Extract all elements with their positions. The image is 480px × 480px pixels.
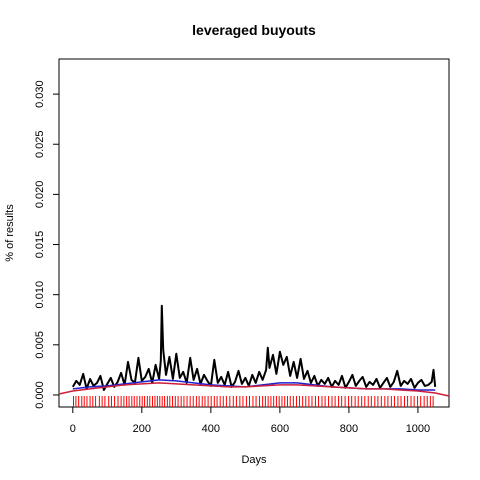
y-tick-label: 0.025 [34, 130, 46, 158]
x-tick-label: 600 [271, 423, 289, 435]
y-tick-label: 0.030 [34, 80, 46, 108]
y-tick-label: 0.010 [34, 281, 46, 309]
rug-marks [72, 396, 434, 407]
y-tick-label: 0.005 [34, 331, 46, 359]
x-tick-label: 1000 [406, 423, 430, 435]
y-tick-label: 0.015 [34, 231, 46, 259]
x-tick-label: 0 [70, 423, 76, 435]
plot-frame [58, 58, 450, 408]
series-line-spiky-black [71, 304, 437, 391]
chart-title: leveraged buyouts [192, 22, 316, 38]
series-layer [58, 304, 450, 397]
x-tick-label: 400 [202, 423, 220, 435]
y-tick-label: 0.020 [34, 181, 46, 209]
x-tick-label: 200 [133, 423, 151, 435]
x-axis-label: Days [241, 454, 267, 466]
x-axis: 0 200 400 600 800 1000 [70, 407, 430, 435]
series-line-smooth-red [58, 382, 450, 397]
y-axis-label: % of results [4, 204, 16, 262]
y-axis: 0.000 0.005 0.010 0.015 0.020 0.025 0.030 [34, 80, 59, 409]
x-tick-label: 800 [340, 423, 358, 435]
y-tick-label: 0.000 [34, 381, 46, 409]
